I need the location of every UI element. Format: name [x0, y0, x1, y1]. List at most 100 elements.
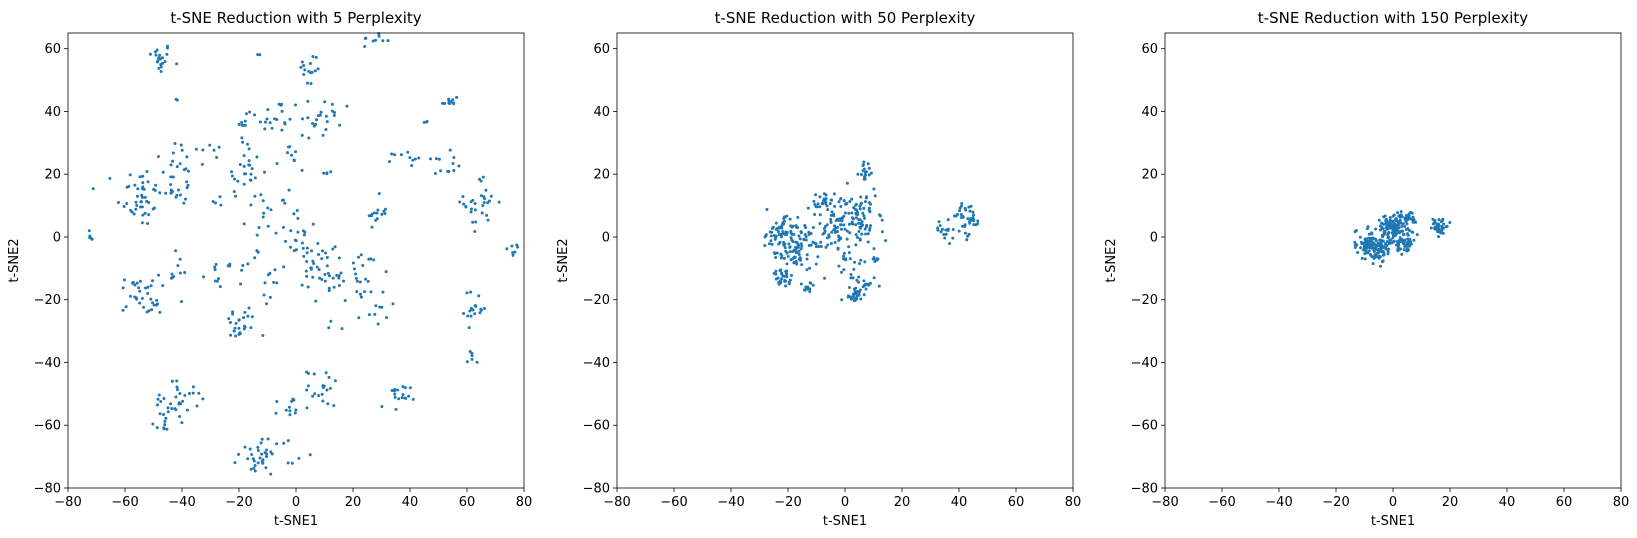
- data-point: [174, 249, 178, 253]
- data-point: [839, 197, 843, 201]
- data-point: [161, 61, 165, 65]
- x-tick-label: 80: [1065, 495, 1082, 510]
- data-point: [798, 237, 802, 241]
- data-point: [408, 156, 412, 160]
- data-point: [253, 194, 257, 198]
- data-point: [381, 290, 385, 294]
- data-point: [300, 117, 304, 121]
- data-point: [141, 174, 145, 178]
- data-point: [311, 259, 315, 263]
- data-point: [942, 233, 946, 237]
- data-point: [861, 163, 865, 167]
- data-point: [480, 211, 484, 215]
- data-point: [829, 217, 833, 221]
- data-point: [142, 305, 146, 309]
- data-point: [1415, 233, 1419, 237]
- data-point: [799, 231, 803, 235]
- data-point: [375, 211, 379, 215]
- data-point: [400, 396, 404, 400]
- data-point: [369, 290, 373, 294]
- data-point: [850, 211, 854, 215]
- data-point: [321, 249, 325, 253]
- data-point: [878, 214, 882, 218]
- data-point: [1406, 240, 1410, 244]
- data-point: [185, 180, 189, 184]
- x-axis-label: t-SNE1: [1371, 514, 1415, 529]
- data-point: [791, 250, 795, 253]
- data-point: [258, 456, 262, 460]
- data-point: [228, 321, 232, 325]
- data-point: [1384, 226, 1388, 230]
- data-point: [288, 413, 292, 417]
- data-point: [794, 260, 798, 264]
- data-point: [1395, 224, 1399, 228]
- data-point: [437, 157, 441, 161]
- data-point: [211, 199, 215, 203]
- data-point: [839, 204, 843, 208]
- data-point: [359, 253, 363, 257]
- data-point: [324, 251, 328, 255]
- data-point: [505, 247, 509, 251]
- data-point: [1381, 259, 1385, 263]
- data-point: [773, 237, 777, 241]
- x-tick-label: 40: [951, 495, 968, 510]
- data-point: [1400, 252, 1404, 256]
- data-point: [170, 379, 174, 383]
- data-point: [823, 276, 827, 280]
- data-point: [399, 153, 403, 157]
- data-point: [1365, 227, 1369, 231]
- data-point: [797, 243, 801, 247]
- data-point: [466, 314, 470, 318]
- data-point: [371, 39, 375, 43]
- data-point: [139, 200, 143, 204]
- data-point: [837, 235, 841, 239]
- data-point: [429, 157, 433, 161]
- data-point: [164, 416, 168, 420]
- data-point: [852, 299, 856, 303]
- data-point: [145, 170, 149, 174]
- data-point: [833, 230, 837, 234]
- data-point: [769, 239, 773, 243]
- data-point: [233, 177, 237, 181]
- data-point: [798, 256, 802, 260]
- data-point: [966, 217, 970, 221]
- data-point: [218, 195, 222, 199]
- data-point: [253, 469, 257, 473]
- data-point: [354, 272, 358, 276]
- data-point: [237, 452, 241, 456]
- data-point: [785, 231, 789, 235]
- data-point: [154, 303, 158, 307]
- data-point: [281, 198, 285, 202]
- data-point: [138, 289, 142, 293]
- data-point: [288, 409, 292, 413]
- data-point: [853, 260, 857, 264]
- data-point: [1398, 236, 1402, 240]
- data-point: [134, 207, 138, 211]
- data-point: [376, 322, 380, 326]
- data-point: [814, 193, 818, 197]
- y-tick-label: −80: [1131, 482, 1158, 497]
- data-point: [176, 264, 180, 268]
- data-point: [311, 222, 315, 226]
- data-point: [327, 286, 331, 290]
- data-point: [857, 280, 861, 284]
- data-point: [243, 325, 247, 329]
- data-point: [243, 445, 247, 449]
- data-point: [842, 268, 846, 272]
- data-point: [837, 200, 841, 204]
- data-point: [384, 270, 388, 274]
- data-point: [470, 357, 474, 361]
- data-point: [265, 302, 269, 306]
- data-point: [862, 206, 866, 210]
- data-point: [208, 143, 212, 147]
- data-point: [862, 216, 866, 220]
- data-point: [252, 459, 256, 463]
- data-point: [832, 228, 836, 232]
- data-point: [157, 56, 161, 60]
- data-point: [848, 231, 852, 235]
- data-point: [286, 439, 290, 443]
- data-point: [1378, 255, 1382, 259]
- data-point: [393, 388, 397, 392]
- data-point: [1393, 234, 1397, 238]
- data-point: [136, 187, 140, 191]
